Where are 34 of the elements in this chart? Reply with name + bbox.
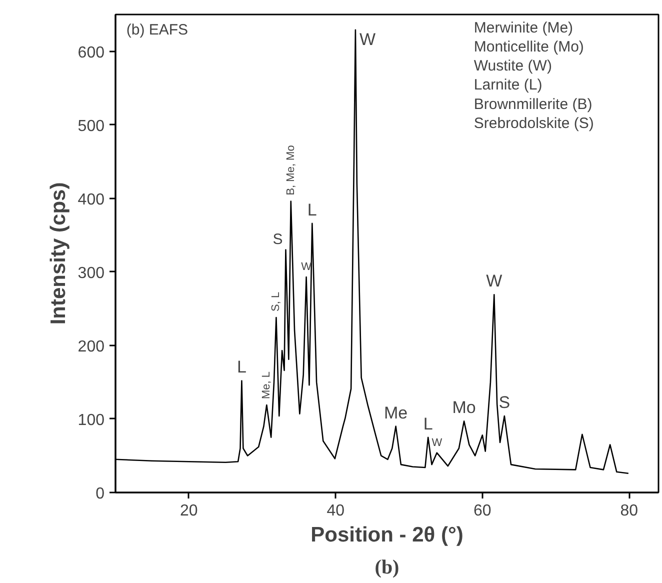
y-tick-label: 200 [78,338,105,356]
annotation: Monticellite (Mo) [474,38,584,56]
annotation: Me [384,403,408,422]
y-tick-label: 400 [78,191,105,208]
annotation: S, L [270,292,282,312]
annotation: L [423,414,433,434]
y-tick-label: 0 [96,486,105,502]
y-tick-label: 300 [78,264,105,282]
y-tick-label: 500 [78,118,105,135]
annotation: Brownmillerite (B) [474,96,592,113]
annotation: W [359,30,376,49]
text: (b) [374,556,400,578]
annotation: (b) EAFS [126,22,188,39]
annotation: L [307,200,317,220]
annotation: W [486,272,502,291]
annotation: Merwinite (Me) [474,19,574,36]
annotation: Wustite (W) [474,58,552,75]
x-axis-title: Position - 2θ (°) [310,524,464,546]
annotation: Larnite (L) [474,76,542,94]
y-tick-label: 600 [78,44,105,62]
annotation: Srebrodolskite (S) [474,114,594,132]
annotation: B, Me, Mo [284,145,297,196]
x-tick-label: 80 [620,502,638,520]
y-axis-title: Intensity (cps) [46,182,70,325]
annotation: S [498,393,510,412]
x-tick-label: 60 [473,502,492,520]
x-tick-label: 20 [180,502,198,520]
annotation: L [236,358,246,377]
y-tick-label: 100 [78,412,105,429]
annotation: Me, L [260,371,273,399]
annotation: S [272,230,283,248]
annotation: Mo [452,398,476,418]
x-tick-label: 40 [326,502,345,520]
annotation: W [432,436,443,449]
